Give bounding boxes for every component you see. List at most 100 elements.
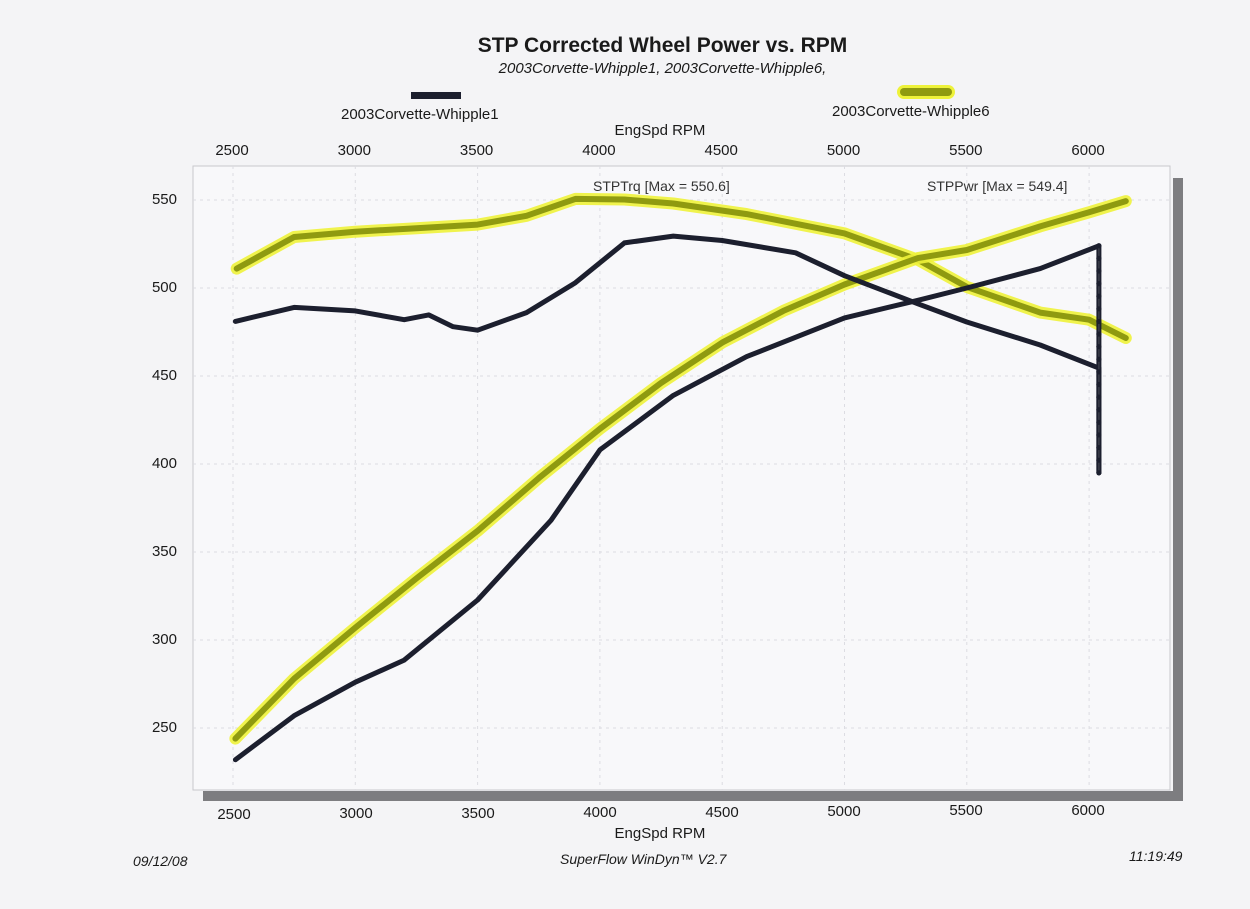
- y-tick: 250: [151, 719, 177, 736]
- data-point: [1037, 266, 1043, 271]
- run-end-marker: [1096, 255, 1102, 261]
- x-tick-bottom: 4500: [705, 803, 739, 821]
- data-point: [548, 518, 554, 523]
- data-point: [572, 196, 578, 202]
- run-end-marker: [1096, 331, 1102, 337]
- x-tick-bottom: 3500: [461, 804, 495, 822]
- data-point: [353, 308, 358, 314]
- data-point: [658, 380, 664, 386]
- run-end-marker: [1096, 432, 1102, 438]
- data-point: [744, 354, 749, 359]
- footer-time: 11:19:49: [1129, 848, 1183, 864]
- x-tick-top: 3000: [337, 142, 371, 159]
- data-point: [780, 308, 786, 314]
- data-point: [233, 319, 238, 324]
- y-tick: 450: [151, 367, 177, 384]
- data-point: [597, 426, 603, 432]
- data-point: [475, 528, 481, 534]
- series-line-0: [233, 195, 1129, 341]
- data-point: [1037, 310, 1043, 316]
- data-point: [233, 757, 238, 762]
- data-point: [1037, 223, 1043, 229]
- data-point: [402, 657, 407, 663]
- data-point: [793, 250, 798, 255]
- data-point: [573, 280, 578, 285]
- y-tick: 300: [151, 631, 177, 648]
- run-end-marker: [1096, 407, 1102, 413]
- run-end-marker: [1096, 470, 1102, 476]
- data-point: [842, 315, 847, 321]
- data-point: [291, 234, 297, 240]
- x-tick-top: 6000: [1071, 142, 1105, 159]
- data-point: [352, 229, 358, 235]
- y-tick: 500: [151, 279, 177, 296]
- data-point: [622, 240, 627, 246]
- data-point: [352, 625, 358, 631]
- data-point: [842, 230, 847, 236]
- data-point: [291, 305, 297, 310]
- data-point: [842, 273, 847, 278]
- x-tick-top: 4000: [582, 142, 616, 159]
- series-line-1: [232, 198, 1129, 742]
- data-point: [475, 597, 480, 603]
- data-point: [621, 196, 627, 202]
- data-point: [915, 298, 921, 303]
- x-tick-bottom: 3000: [339, 805, 373, 823]
- x-tick-bottom: 6000: [1071, 801, 1105, 819]
- run-end-marker: [1096, 293, 1102, 299]
- data-point: [402, 317, 407, 322]
- data-point: [1086, 209, 1092, 215]
- data-point: [232, 736, 238, 742]
- data-point: [291, 676, 297, 682]
- legend-swatch-whipple6: [900, 88, 952, 96]
- x-axis-title-top: EngSpd RPM: [614, 122, 706, 139]
- run-end-marker: [1096, 356, 1102, 362]
- data-point: [234, 266, 240, 272]
- data-point: [1037, 342, 1043, 348]
- footer-date: 09/12/08: [133, 853, 188, 869]
- legend-label-whipple6: 2003Corvette-Whipple6: [832, 103, 990, 120]
- data-point: [1123, 198, 1129, 204]
- run-end-marker: [1096, 457, 1102, 463]
- legend-swatch-whipple1: [411, 92, 461, 99]
- data-point: [964, 247, 970, 253]
- run-end-marker: [1096, 419, 1102, 425]
- footer-software: SuperFlow WinDyn™ V2.7: [560, 851, 727, 867]
- chart-subtitle: 2003Corvette-Whipple1, 2003Corvette-Whip…: [498, 60, 827, 77]
- data-point: [536, 475, 542, 481]
- data-point: [597, 447, 603, 453]
- data-point: [413, 225, 419, 231]
- y-tick: 400: [151, 455, 177, 472]
- data-point: [964, 319, 969, 325]
- data-point: [475, 328, 480, 333]
- data-point: [291, 713, 297, 718]
- data-point: [1086, 317, 1092, 323]
- data-point: [450, 324, 456, 329]
- data-point: [915, 255, 921, 261]
- plot-frame: [192, 165, 1171, 791]
- data-point: [353, 680, 358, 685]
- y-tick: 550: [151, 191, 177, 208]
- run-end-marker: [1096, 281, 1102, 287]
- data-point: [720, 238, 725, 243]
- run-end-marker: [1096, 243, 1102, 249]
- x-tick-bottom: 5500: [949, 802, 983, 820]
- run-end-marker: [1096, 444, 1102, 451]
- run-end-marker: [1096, 318, 1102, 325]
- annotation-torque-max: STPTrq [Max = 550.6]: [593, 178, 730, 194]
- data-point: [671, 233, 676, 239]
- run-end-marker: [1096, 344, 1102, 350]
- x-tick-top: 5500: [949, 142, 983, 159]
- y-tick: 350: [151, 543, 177, 560]
- frame-shadow-bottom: [203, 791, 1183, 801]
- run-end-marker: [1096, 381, 1102, 388]
- x-axis-title-bottom: EngSpd RPM: [614, 825, 706, 842]
- legend-label-whipple1: 2003Corvette-Whipple1: [341, 106, 499, 123]
- data-point: [413, 575, 419, 581]
- run-end-marker: [1096, 369, 1102, 375]
- data-point: [475, 222, 481, 228]
- run-end-marker: [1096, 394, 1102, 400]
- x-tick-top: 3500: [459, 142, 494, 159]
- data-point: [842, 281, 847, 287]
